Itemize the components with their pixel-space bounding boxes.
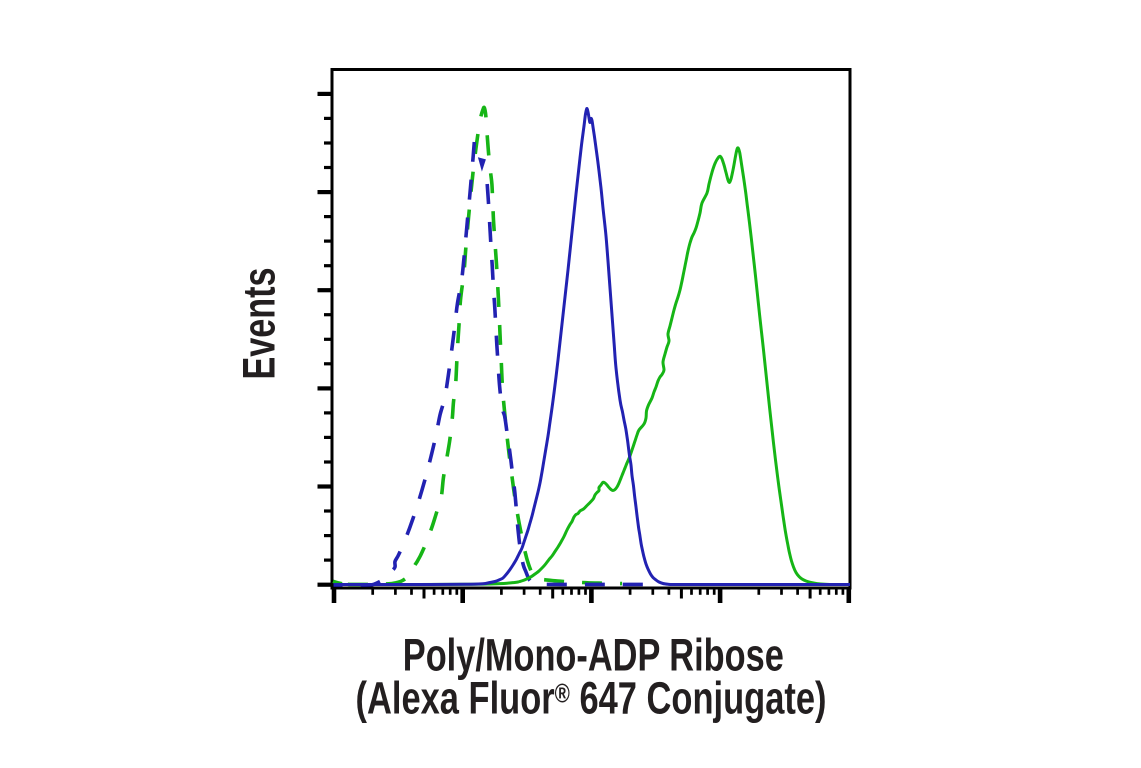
- svg-text:Events: Events: [234, 268, 285, 380]
- svg-text:Poly/Mono-ADP Ribose: Poly/Mono-ADP Ribose: [403, 630, 784, 681]
- svg-text:(Alexa Fluor® 647 Conjugate): (Alexa Fluor® 647 Conjugate): [356, 673, 827, 724]
